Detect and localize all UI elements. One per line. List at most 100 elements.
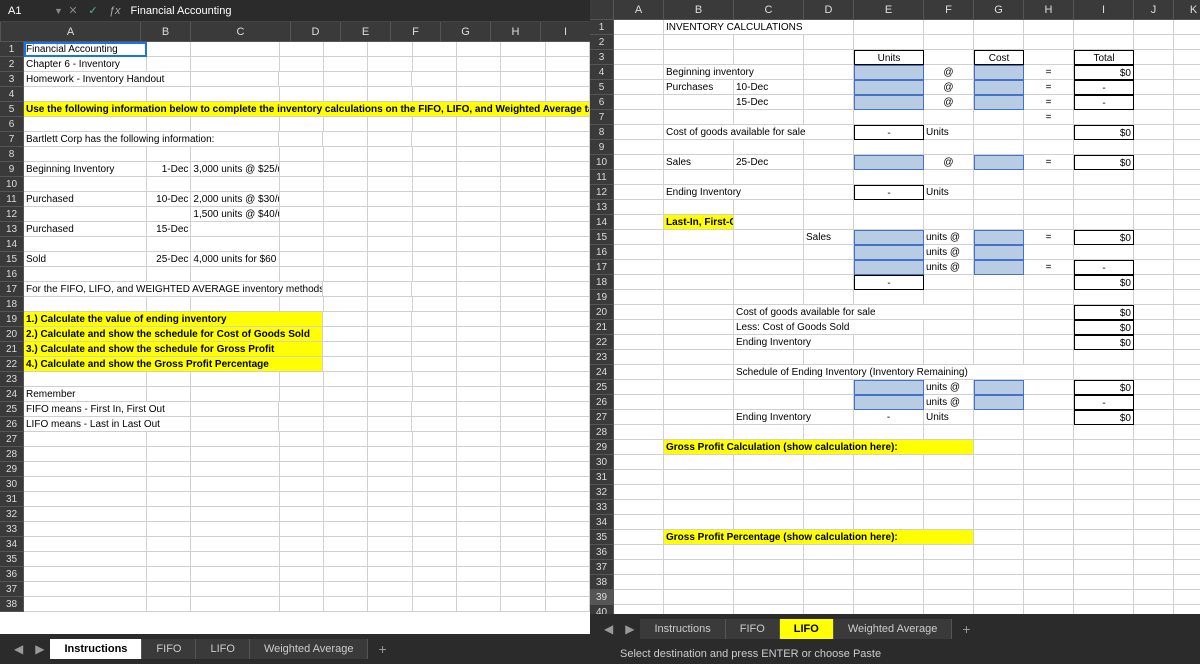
cell[interactable]: [413, 237, 457, 252]
cell[interactable]: [924, 545, 974, 560]
cell[interactable]: [412, 132, 456, 147]
cell[interactable]: [664, 320, 734, 335]
cell[interactable]: [457, 417, 501, 432]
cell[interactable]: [1074, 575, 1134, 590]
cell[interactable]: [368, 87, 412, 102]
cell[interactable]: [280, 177, 324, 192]
cell[interactable]: [664, 485, 734, 500]
cell[interactable]: [664, 170, 734, 185]
cell[interactable]: [1074, 20, 1134, 35]
cell[interactable]: [24, 582, 147, 597]
row-header[interactable]: 14: [0, 237, 24, 252]
cell[interactable]: [1134, 230, 1174, 245]
cell[interactable]: [457, 477, 501, 492]
cell[interactable]: [974, 425, 1024, 440]
cell[interactable]: [191, 447, 279, 462]
cell[interactable]: [734, 605, 804, 614]
cell[interactable]: [1024, 500, 1074, 515]
cell[interactable]: [1134, 545, 1174, 560]
cell[interactable]: 4,000 units for $60 each: [191, 252, 279, 267]
row-header[interactable]: 31: [0, 492, 24, 507]
cell[interactable]: [974, 575, 1024, 590]
cell[interactable]: [413, 432, 457, 447]
cell[interactable]: [368, 552, 412, 567]
cell[interactable]: [413, 42, 457, 57]
cell[interactable]: [734, 35, 804, 50]
cell[interactable]: [324, 57, 368, 72]
cell[interactable]: Financial Accounting: [24, 42, 147, 57]
cell[interactable]: [368, 507, 412, 522]
cell[interactable]: [501, 522, 545, 537]
cell[interactable]: [1134, 440, 1174, 455]
cell[interactable]: [974, 170, 1024, 185]
cell[interactable]: [324, 492, 368, 507]
cell[interactable]: =: [1024, 260, 1074, 275]
cell[interactable]: [854, 485, 924, 500]
cell[interactable]: [804, 140, 854, 155]
cell[interactable]: [614, 35, 664, 50]
cell[interactable]: [368, 357, 413, 372]
cell[interactable]: Ending Inventory: [664, 185, 804, 200]
cell[interactable]: [280, 237, 324, 252]
cell[interactable]: [368, 522, 412, 537]
cell[interactable]: Purchased: [24, 192, 147, 207]
cell[interactable]: [413, 162, 457, 177]
cell[interactable]: [614, 50, 664, 65]
cell[interactable]: [1024, 515, 1074, 530]
cell[interactable]: [1024, 200, 1074, 215]
cell[interactable]: $0: [1074, 125, 1134, 140]
cell[interactable]: [664, 575, 734, 590]
row-header[interactable]: 25: [0, 402, 24, 417]
cell[interactable]: [147, 177, 191, 192]
cell[interactable]: [804, 215, 854, 230]
cell[interactable]: [501, 222, 545, 237]
cell[interactable]: [457, 162, 501, 177]
cell[interactable]: [614, 410, 664, 425]
cell[interactable]: [924, 575, 974, 590]
cell[interactable]: [457, 597, 501, 612]
cell[interactable]: [501, 57, 545, 72]
cell[interactable]: [457, 117, 501, 132]
row-header[interactable]: 38: [590, 575, 614, 590]
cell[interactable]: [1174, 485, 1200, 500]
cell[interactable]: [614, 365, 664, 380]
cell[interactable]: [1024, 215, 1074, 230]
cell[interactable]: 1-Dec: [147, 162, 191, 177]
cell[interactable]: [974, 245, 1024, 260]
cell[interactable]: [324, 252, 368, 267]
cell[interactable]: [1024, 425, 1074, 440]
cell[interactable]: [457, 312, 502, 327]
cell[interactable]: [1134, 95, 1174, 110]
cell[interactable]: [614, 65, 664, 80]
accept-icon[interactable]: ✓: [83, 4, 103, 17]
cell[interactable]: [974, 350, 1024, 365]
cell[interactable]: [734, 230, 804, 245]
cell[interactable]: [457, 237, 501, 252]
cell[interactable]: [191, 87, 279, 102]
cell[interactable]: [854, 425, 924, 440]
cell[interactable]: [1134, 410, 1174, 425]
cell[interactable]: [191, 567, 279, 582]
cell[interactable]: [147, 207, 191, 222]
col-header[interactable]: K: [1174, 0, 1200, 20]
cell[interactable]: [501, 432, 545, 447]
cell[interactable]: [854, 20, 924, 35]
cell[interactable]: [614, 530, 664, 545]
cell[interactable]: [324, 432, 368, 447]
cell[interactable]: [974, 440, 1024, 455]
col-header[interactable]: C: [734, 0, 804, 20]
cell[interactable]: [974, 470, 1024, 485]
fx-icon[interactable]: ƒx: [103, 5, 127, 17]
cell[interactable]: [546, 222, 590, 237]
cell[interactable]: [280, 522, 324, 537]
cell[interactable]: [24, 552, 147, 567]
cell[interactable]: [191, 222, 279, 237]
col-header[interactable]: J: [1134, 0, 1174, 20]
cell[interactable]: [1134, 275, 1174, 290]
cell[interactable]: [664, 605, 734, 614]
cell[interactable]: [924, 110, 974, 125]
cell[interactable]: $0: [1074, 230, 1134, 245]
cell[interactable]: [1174, 50, 1200, 65]
row-header[interactable]: 8: [0, 147, 24, 162]
cell[interactable]: [924, 170, 974, 185]
